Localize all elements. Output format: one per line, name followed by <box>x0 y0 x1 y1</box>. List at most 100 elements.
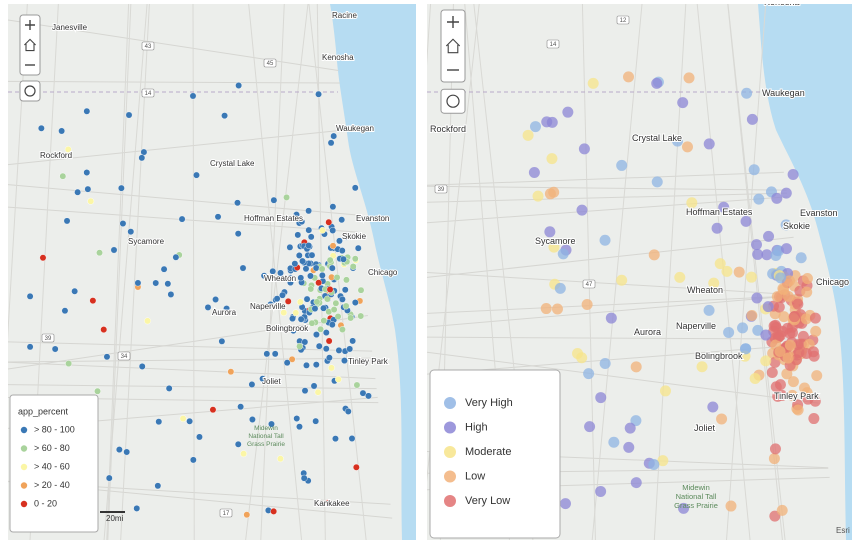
road <box>591 4 643 540</box>
marker <box>708 277 720 289</box>
marker <box>315 342 323 350</box>
marker <box>270 507 278 515</box>
marker <box>740 343 752 355</box>
marker <box>576 352 588 364</box>
marker <box>328 321 336 329</box>
marker <box>100 326 108 333</box>
road <box>427 236 794 278</box>
marker <box>630 415 642 427</box>
legend-label: 0 - 20 <box>34 498 57 508</box>
marker <box>703 138 715 150</box>
marker <box>235 82 243 89</box>
highway-shield <box>434 184 448 194</box>
road <box>427 295 803 314</box>
zoom-in-icon <box>25 20 35 30</box>
marker <box>557 248 569 260</box>
marker <box>352 463 360 471</box>
road <box>427 192 787 203</box>
marker <box>801 273 813 285</box>
attribution: Esri <box>836 526 850 535</box>
marker <box>784 339 796 351</box>
legend <box>429 369 561 539</box>
marker <box>172 253 180 261</box>
place-label: Joliet <box>262 377 281 386</box>
marker <box>310 382 318 390</box>
marker <box>179 415 187 422</box>
home-button[interactable] <box>441 34 465 58</box>
marker <box>326 256 334 264</box>
labels: Kenosha Waukegan Rockford Crystal Lake Hoffm… <box>429 4 850 535</box>
legend-swatch <box>444 446 456 458</box>
marker <box>133 505 141 512</box>
marker <box>288 355 296 363</box>
marker <box>657 455 669 467</box>
marker <box>83 169 91 176</box>
place-label: Kankakee <box>314 499 350 508</box>
landmark-label: National Tall <box>676 492 717 501</box>
marker <box>548 241 560 253</box>
place-label: Evanston <box>356 214 389 223</box>
locate-button[interactable] <box>440 88 466 114</box>
road <box>106 4 130 540</box>
legend-swatch <box>444 397 456 409</box>
marker <box>782 290 794 302</box>
marker <box>544 188 556 200</box>
marker <box>528 166 540 178</box>
marker <box>718 201 730 213</box>
marker <box>341 286 349 294</box>
marker <box>283 194 290 201</box>
marker <box>677 97 689 109</box>
marker <box>529 121 541 133</box>
place-label: Sycamore <box>535 236 576 246</box>
marker <box>71 287 79 295</box>
marker <box>302 265 310 273</box>
marker <box>583 368 595 380</box>
marker <box>277 455 284 463</box>
marker <box>595 485 607 497</box>
marker <box>105 474 113 482</box>
highway-shield <box>616 15 630 25</box>
legend-label: > 40 - 60 <box>34 461 70 471</box>
marker <box>318 265 326 273</box>
highway-label: 39 <box>438 187 445 193</box>
marker <box>328 364 335 372</box>
marker <box>792 298 804 310</box>
marker <box>811 370 823 382</box>
marker <box>347 233 354 241</box>
marker <box>303 295 311 303</box>
marker <box>801 286 813 298</box>
highway-shield <box>117 351 131 361</box>
marker <box>616 274 628 286</box>
marker <box>305 242 313 249</box>
marker <box>268 420 275 428</box>
marker <box>746 113 758 125</box>
locate-button[interactable] <box>19 80 41 102</box>
marker <box>781 368 793 380</box>
marker <box>707 401 719 413</box>
marker <box>703 304 715 316</box>
marker <box>344 408 352 415</box>
marker <box>65 360 73 367</box>
marker <box>551 303 563 315</box>
marker <box>289 315 296 322</box>
place-label: Rockford <box>40 151 72 160</box>
highway-label: 34 <box>121 354 128 360</box>
road <box>103 4 148 540</box>
marker <box>792 404 804 416</box>
marker <box>338 247 346 255</box>
highway-label: 39 <box>45 336 52 342</box>
marker <box>308 251 316 259</box>
home-button[interactable] <box>20 35 40 55</box>
marker <box>716 413 728 425</box>
markers <box>522 71 823 522</box>
marker <box>167 291 175 298</box>
marker <box>58 127 66 135</box>
marker <box>339 295 346 303</box>
marker <box>165 385 173 392</box>
marker <box>733 266 745 278</box>
marker <box>155 418 163 426</box>
marker <box>110 246 118 254</box>
marker <box>544 226 556 238</box>
marker <box>748 164 760 176</box>
marker <box>196 433 203 441</box>
